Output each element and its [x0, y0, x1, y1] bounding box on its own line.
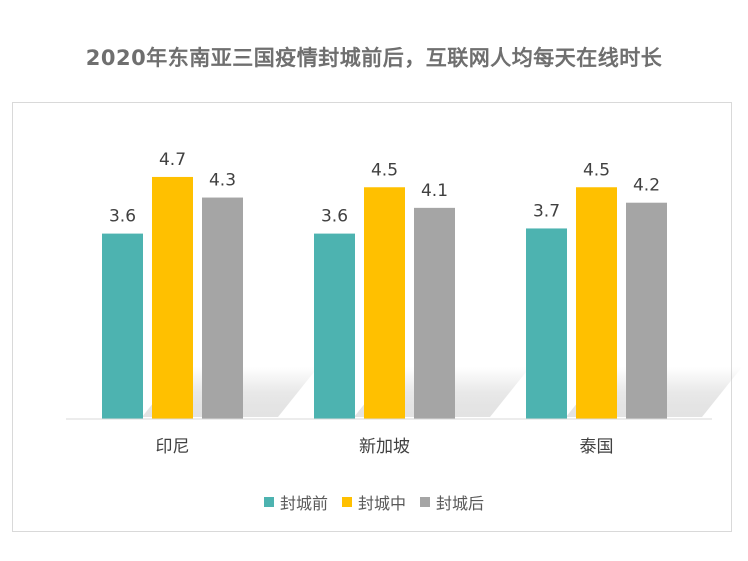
bar	[152, 176, 193, 419]
bar	[364, 187, 405, 419]
data-label: 4.5	[371, 160, 398, 180]
x-tick-label: 印尼	[156, 437, 190, 457]
bar	[414, 207, 455, 419]
data-label: 4.3	[209, 171, 236, 191]
legend-item: 封城后	[420, 490, 484, 514]
legend-swatch	[420, 497, 430, 507]
chart-frame	[12, 102, 732, 532]
data-label: 3.6	[321, 207, 348, 227]
legend-label: 封城后	[436, 494, 485, 513]
data-label: 3.7	[533, 201, 560, 221]
x-tick-label: 泰国	[580, 437, 614, 457]
legend-label: 封城中	[357, 494, 406, 513]
bar	[576, 187, 617, 419]
data-label: 4.2	[633, 176, 660, 196]
bar	[314, 233, 355, 419]
legend-label: 封城前	[279, 494, 328, 513]
legend: 封城前 封城中 封城后	[0, 490, 748, 514]
data-label: 4.7	[159, 150, 186, 170]
data-label: 3.6	[109, 207, 136, 227]
legend-item: 封城前	[263, 490, 328, 514]
chart-title: 2020年东南亚三国疫情封城前后，互联网人均每天在线时长	[85, 46, 663, 70]
data-label: 4.1	[421, 181, 448, 201]
data-label: 4.5	[583, 160, 610, 180]
bar	[102, 233, 143, 419]
bar	[202, 197, 243, 419]
legend-swatch	[263, 497, 274, 507]
x-tick-label: 新加坡	[359, 437, 410, 457]
legend-item: 封城中	[341, 490, 406, 514]
legend-swatch	[341, 497, 352, 507]
bar	[626, 202, 667, 419]
bar	[526, 228, 567, 419]
